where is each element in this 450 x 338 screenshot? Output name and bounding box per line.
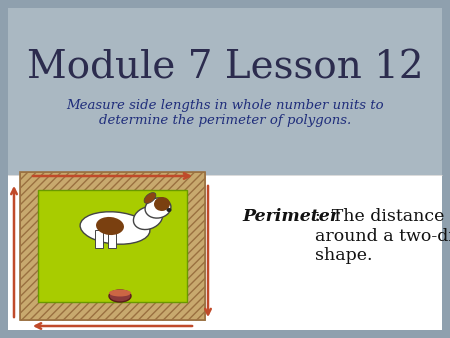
Ellipse shape (96, 217, 124, 235)
Bar (38, 190, 187, 302)
Ellipse shape (145, 198, 171, 218)
Bar (8, 8, 442, 178)
Text: Module 7 Lesson 12: Module 7 Lesson 12 (27, 49, 423, 87)
Ellipse shape (154, 197, 170, 211)
Ellipse shape (133, 207, 162, 230)
Ellipse shape (109, 290, 131, 296)
Text: Measure side lengths in whole number units to
determine the perimeter of polygon: Measure side lengths in whole number uni… (66, 99, 384, 127)
Ellipse shape (166, 208, 171, 212)
Bar (108, 230, 116, 248)
Bar (20, 172, 205, 320)
Bar (20, 172, 205, 320)
Text: :  The distance
around a two-dimensional
shape.: : The distance around a two-dimensional … (315, 208, 450, 264)
Ellipse shape (144, 193, 156, 203)
Text: Perimeter: Perimeter (242, 208, 339, 225)
Ellipse shape (80, 212, 150, 244)
Ellipse shape (109, 290, 131, 302)
Bar (95, 230, 103, 248)
Bar (8, 175, 442, 330)
